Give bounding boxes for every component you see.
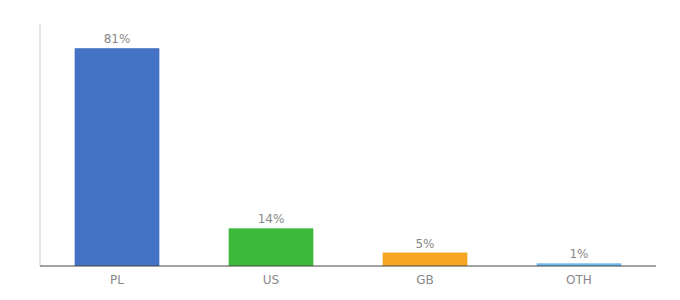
chart-svg: PL US GB OTH 81% 14% 5% 1% (0, 0, 680, 300)
y-axis-line (40, 24, 41, 266)
x-tick-label: GB (416, 273, 434, 287)
bar (383, 253, 468, 266)
x-tick-label: US (263, 273, 279, 287)
chart-container: PL US GB OTH 81% 14% 5% 1% (0, 0, 680, 300)
bar (75, 48, 160, 266)
x-tick-label: PL (110, 273, 124, 287)
bars (75, 48, 622, 266)
data-label: 1% (569, 247, 588, 261)
bar (229, 228, 314, 266)
data-label: 5% (415, 237, 434, 251)
data-label: 81% (104, 32, 131, 46)
x-tick-label: OTH (566, 273, 592, 287)
data-label: 14% (258, 212, 285, 226)
x-axis-line (40, 266, 656, 267)
